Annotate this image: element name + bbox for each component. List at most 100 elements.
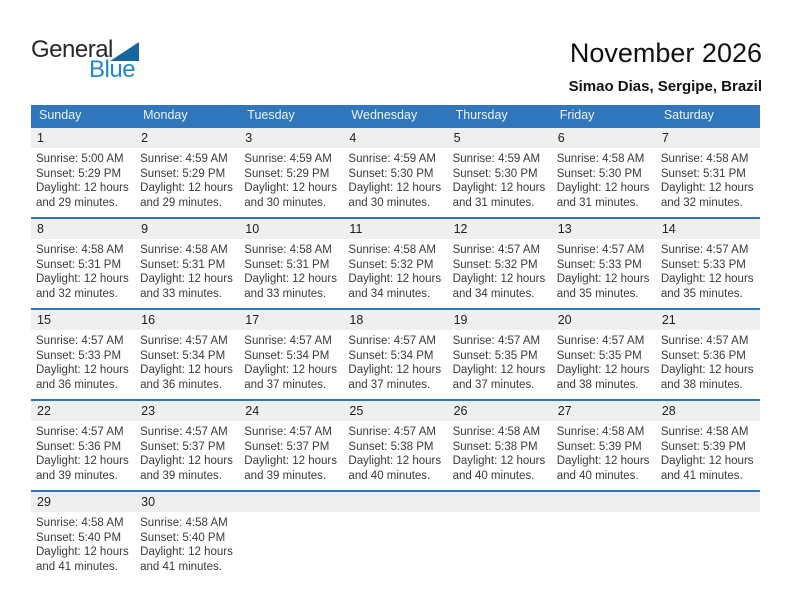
day-number: [447, 492, 552, 512]
logo-triangle-icon: [109, 42, 139, 61]
day-cell: 17 Sunrise: 4:57 AM Sunset: 5:34 PM Dayligh…: [239, 310, 344, 399]
sunset-text: Sunset: 5:31 PM: [660, 167, 746, 180]
logo-text-top-row: General: [31, 36, 139, 64]
sunset-text: Sunset: 5:34 PM: [244, 349, 330, 362]
sunset-text: Sunset: 5:33 PM: [660, 258, 746, 271]
sunrise-text: Sunrise: 4:58 AM: [140, 244, 228, 256]
sunset-text: Sunset: 5:37 PM: [140, 440, 226, 453]
sunrise-text: Sunrise: 4:59 AM: [452, 153, 541, 165]
daylight-text: Daylight: 12 hours and 41 minutes.: [660, 455, 754, 483]
day-number: 29: [31, 492, 136, 512]
daylight-text: Daylight: 12 hours and 36 minutes.: [36, 364, 129, 392]
daylight-text: Daylight: 12 hours and 38 minutes.: [556, 364, 650, 392]
daylight-text: Daylight: 12 hours and 33 minutes.: [140, 273, 233, 301]
daylight-text: Daylight: 12 hours and 41 minutes.: [36, 546, 129, 574]
day-cell: 3 Sunrise: 4:59 AM Sunset: 5:29 PM Daylight…: [239, 128, 344, 217]
sunrise-text: Sunrise: 4:58 AM: [140, 517, 228, 529]
day-cell: 16 Sunrise: 4:57 AM Sunset: 5:34 PM Dayligh…: [135, 310, 240, 399]
sunrise-text: Sunrise: 4:57 AM: [140, 335, 228, 347]
day-number: 7: [655, 128, 760, 148]
day-details: Sunrise: 4:58 AM Sunset: 5:31 PM Daylight:…: [135, 239, 239, 302]
day-number: 24: [239, 401, 344, 421]
day-number: 3: [239, 128, 344, 148]
day-details: Sunrise: 4:58 AM Sunset: 5:40 PM Daylight:…: [135, 512, 239, 575]
day-cell: 22 Sunrise: 4:57 AM Sunset: 5:36 PM Dayligh…: [31, 401, 136, 490]
day-number: 9: [135, 219, 240, 239]
sunset-text: Sunset: 5:38 PM: [348, 440, 434, 453]
day-number: 5: [447, 128, 552, 148]
sunset-text: Sunset: 5:31 PM: [36, 258, 122, 271]
sunrise-text: Sunrise: 4:57 AM: [36, 426, 124, 438]
daylight-text: Daylight: 12 hours and 36 minutes.: [140, 364, 233, 392]
day-details: Sunrise: 4:57 AM Sunset: 5:36 PM Daylight:…: [656, 330, 760, 393]
day-number: 4: [343, 128, 448, 148]
day-details: Sunrise: 4:59 AM Sunset: 5:30 PM Daylight:…: [343, 148, 447, 211]
daylight-text: Daylight: 12 hours and 38 minutes.: [660, 364, 754, 392]
day-details: Sunrise: 4:57 AM Sunset: 5:37 PM Daylight:…: [239, 421, 343, 484]
sunrise-text: Sunrise: 4:58 AM: [660, 426, 749, 438]
sunset-text: Sunset: 5:34 PM: [348, 349, 434, 362]
sunrise-text: Sunrise: 4:58 AM: [36, 244, 124, 256]
day-details: Sunrise: 4:57 AM Sunset: 5:38 PM Daylight:…: [343, 421, 447, 484]
day-cell: 23 Sunrise: 4:57 AM Sunset: 5:37 PM Dayligh…: [135, 401, 240, 490]
day-details: Sunrise: 4:58 AM Sunset: 5:38 PM Daylight:…: [448, 421, 552, 484]
day-number: 30: [135, 492, 240, 512]
sunrise-text: Sunrise: 4:57 AM: [452, 335, 541, 347]
sunrise-text: Sunrise: 4:58 AM: [660, 153, 749, 165]
day-details: Sunrise: 4:57 AM Sunset: 5:33 PM Daylight:…: [31, 330, 135, 393]
daylight-text: Daylight: 12 hours and 32 minutes.: [36, 273, 129, 301]
day-number: 16: [135, 310, 240, 330]
day-number: [343, 492, 448, 512]
sunset-text: Sunset: 5:32 PM: [348, 258, 434, 271]
day-details: Sunrise: 4:57 AM Sunset: 5:34 PM Daylight:…: [135, 330, 239, 393]
day-details: Sunrise: 4:57 AM Sunset: 5:34 PM Daylight:…: [239, 330, 343, 393]
sunset-text: Sunset: 5:35 PM: [556, 349, 642, 362]
day-number: 25: [343, 401, 448, 421]
day-details: Sunrise: 4:57 AM Sunset: 5:35 PM Daylight:…: [448, 330, 552, 393]
day-number: [551, 492, 656, 512]
daylight-text: Daylight: 12 hours and 31 minutes.: [556, 182, 650, 210]
week-row: 29 Sunrise: 4:58 AM Sunset: 5:40 PM Dayligh…: [31, 490, 760, 581]
weekday-header-cell: Saturday: [663, 108, 714, 122]
weekday-header-cell: Sunday: [39, 108, 82, 122]
sunset-text: Sunset: 5:30 PM: [556, 167, 642, 180]
day-details: Sunrise: 5:00 AM Sunset: 5:29 PM Daylight:…: [31, 148, 135, 211]
daylight-text: Daylight: 12 hours and 34 minutes.: [452, 273, 546, 301]
sunset-text: Sunset: 5:36 PM: [36, 440, 122, 453]
day-cell: 30 Sunrise: 4:58 AM Sunset: 5:40 PM Dayligh…: [135, 492, 240, 581]
daylight-text: Daylight: 12 hours and 31 minutes.: [452, 182, 546, 210]
sunrise-text: Sunrise: 5:00 AM: [36, 153, 124, 165]
sunrise-text: Sunrise: 4:59 AM: [348, 153, 436, 165]
day-number: 26: [447, 401, 552, 421]
weekday-header-cell: Monday: [143, 108, 188, 122]
daylight-text: Daylight: 12 hours and 40 minutes.: [556, 455, 650, 483]
day-number: 8: [31, 219, 136, 239]
general-blue-logo: General Blue: [31, 36, 139, 84]
day-number: 15: [31, 310, 136, 330]
sunset-text: Sunset: 5:40 PM: [36, 531, 122, 544]
daylight-text: Daylight: 12 hours and 39 minutes.: [36, 455, 129, 483]
day-details: Sunrise: 4:57 AM Sunset: 5:35 PM Daylight:…: [552, 330, 656, 393]
day-details: Sunrise: 4:58 AM Sunset: 5:39 PM Daylight:…: [552, 421, 656, 484]
logo-text-blue: Blue: [89, 56, 136, 83]
day-details: [448, 512, 552, 516]
day-number: 1: [31, 128, 136, 148]
daylight-text: Daylight: 12 hours and 40 minutes.: [452, 455, 546, 483]
day-cell: 19 Sunrise: 4:57 AM Sunset: 5:35 PM Dayligh…: [447, 310, 552, 399]
day-details: Sunrise: 4:57 AM Sunset: 5:34 PM Daylight:…: [343, 330, 447, 393]
page-subtitle: Simao Dias, Sergipe, Brazil: [568, 78, 762, 95]
daylight-text: Daylight: 12 hours and 39 minutes.: [140, 455, 233, 483]
day-details: Sunrise: 4:57 AM Sunset: 5:36 PM Daylight:…: [31, 421, 135, 484]
day-cell: 27 Sunrise: 4:58 AM Sunset: 5:39 PM Dayligh…: [551, 401, 656, 490]
sunrise-text: Sunrise: 4:59 AM: [140, 153, 228, 165]
day-number: 17: [239, 310, 344, 330]
weekday-header-cell: Tuesday: [247, 108, 295, 122]
daylight-text: Daylight: 12 hours and 39 minutes.: [244, 455, 337, 483]
day-number: 13: [551, 219, 656, 239]
sunset-text: Sunset: 5:34 PM: [140, 349, 226, 362]
day-cell: 11 Sunrise: 4:58 AM Sunset: 5:32 PM Dayligh…: [343, 219, 448, 308]
sunset-text: Sunset: 5:39 PM: [556, 440, 642, 453]
day-details: Sunrise: 4:58 AM Sunset: 5:39 PM Daylight:…: [656, 421, 760, 484]
day-details: Sunrise: 4:58 AM Sunset: 5:31 PM Daylight:…: [31, 239, 135, 302]
